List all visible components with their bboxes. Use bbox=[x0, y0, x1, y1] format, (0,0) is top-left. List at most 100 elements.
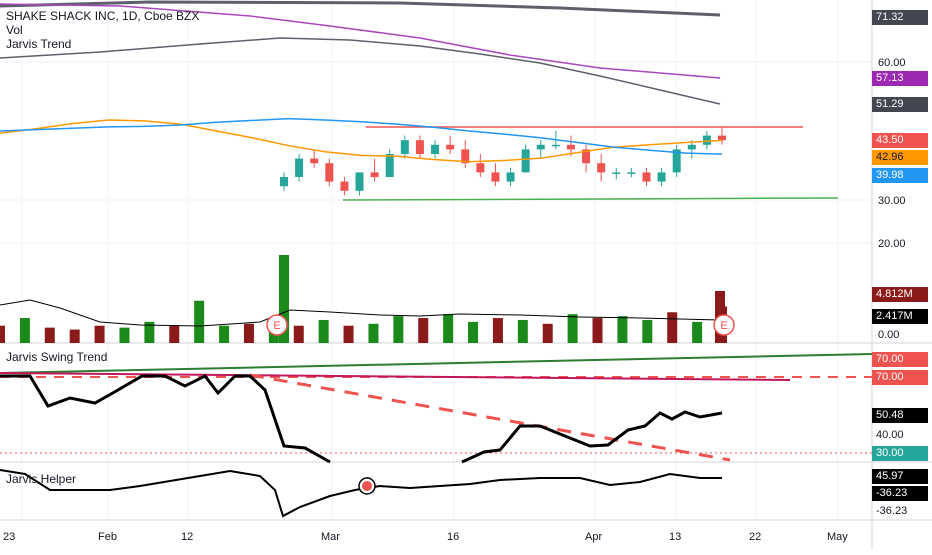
volume-bar[interactable] bbox=[393, 316, 404, 343]
volume-bar[interactable] bbox=[567, 314, 578, 343]
candle[interactable] bbox=[446, 135, 455, 154]
volume-bar[interactable] bbox=[468, 321, 479, 343]
volume-bar[interactable] bbox=[94, 325, 105, 343]
candle[interactable] bbox=[612, 167, 621, 180]
candle[interactable] bbox=[536, 140, 545, 159]
volume-bar[interactable] bbox=[119, 327, 130, 343]
candle[interactable] bbox=[370, 158, 379, 182]
candle[interactable] bbox=[431, 140, 440, 159]
volume-bar[interactable] bbox=[692, 321, 703, 343]
volume-bar[interactable] bbox=[592, 318, 603, 343]
helper-line bbox=[0, 469, 722, 518]
swing-label-70-b: 70.00 bbox=[872, 370, 928, 385]
volume-bar[interactable] bbox=[19, 318, 30, 343]
volume-label-last: 4.812M bbox=[872, 287, 928, 302]
candle[interactable] bbox=[461, 140, 470, 168]
jarvis-trend-label[interactable]: Jarvis Trend bbox=[6, 37, 72, 51]
candle[interactable] bbox=[400, 135, 409, 159]
time-label-apr: Apr bbox=[585, 531, 602, 543]
volume-bar[interactable] bbox=[194, 300, 205, 343]
volume-bar[interactable] bbox=[542, 323, 553, 343]
candle[interactable] bbox=[355, 172, 364, 196]
symbol-title[interactable]: SHAKE SHACK INC, 1D, Cboe BZX bbox=[6, 9, 200, 23]
volume-bar[interactable] bbox=[492, 318, 503, 343]
volume-bar[interactable] bbox=[642, 319, 653, 343]
volume-bar[interactable] bbox=[343, 325, 354, 343]
ema-layer bbox=[0, 117, 723, 163]
price-label-sma-dark: 71.32 bbox=[872, 10, 928, 25]
volume-bar[interactable] bbox=[617, 316, 628, 343]
price-label-ema-fast: 42.96 bbox=[872, 150, 928, 165]
helper-pane-title[interactable]: Jarvis Helper bbox=[6, 472, 77, 486]
svg-text:E: E bbox=[720, 320, 727, 332]
candle[interactable] bbox=[476, 154, 485, 177]
candle[interactable] bbox=[280, 172, 288, 191]
sma-purple-line bbox=[0, 3, 721, 79]
candle[interactable] bbox=[672, 144, 681, 177]
volume-bar[interactable] bbox=[144, 321, 155, 343]
volume-indicator-label[interactable]: Vol bbox=[6, 23, 23, 37]
support-line[interactable] bbox=[342, 197, 839, 201]
price-label-ema-slow: 39.98 bbox=[872, 168, 928, 183]
price-label-sma-gray: 51.29 bbox=[872, 97, 928, 112]
volume-bar[interactable] bbox=[169, 325, 180, 343]
time-label-13: 13 bbox=[669, 531, 681, 543]
candle[interactable] bbox=[506, 167, 515, 187]
chart-legend: SHAKE SHACK INC, 1D, Cboe BZX Vol Jarvis… bbox=[6, 9, 199, 51]
candle[interactable] bbox=[295, 154, 304, 182]
candle[interactable] bbox=[325, 158, 334, 187]
volume-bar[interactable] bbox=[667, 312, 678, 343]
volume-bar[interactable] bbox=[318, 319, 329, 343]
price-tick-60: 60.00 bbox=[878, 57, 906, 69]
candles-layer bbox=[280, 126, 726, 196]
swing-label-30: 30.00 bbox=[872, 446, 928, 461]
price-label-last: 43.50 bbox=[872, 133, 928, 148]
candle[interactable] bbox=[642, 167, 651, 187]
swing-label-40: 40.00 bbox=[876, 429, 904, 441]
candle[interactable] bbox=[718, 126, 726, 145]
helper-signal-marker[interactable] bbox=[358, 477, 376, 495]
earnings-marker-apr[interactable]: E bbox=[713, 314, 735, 336]
time-label-12: 12 bbox=[181, 531, 193, 543]
swing-pane-title[interactable]: Jarvis Swing Trend bbox=[6, 350, 108, 364]
candle[interactable] bbox=[657, 167, 666, 187]
volume-bar[interactable] bbox=[0, 325, 5, 343]
time-label-feb: Feb bbox=[98, 531, 117, 543]
volume-zero-tick: 0.00 bbox=[878, 329, 899, 341]
sma-dark-line bbox=[0, 0, 721, 17]
helper-label-neg-axis: -36.23 bbox=[876, 505, 908, 517]
volume-bar[interactable] bbox=[69, 329, 80, 343]
candle[interactable] bbox=[702, 131, 711, 150]
candle[interactable] bbox=[627, 167, 636, 177]
volume-bar[interactable] bbox=[219, 325, 230, 343]
candle[interactable] bbox=[687, 140, 696, 159]
earnings-marker-feb[interactable]: E bbox=[266, 314, 288, 336]
volume-bar[interactable] bbox=[268, 327, 279, 343]
volume-bar[interactable] bbox=[517, 319, 528, 343]
candle[interactable] bbox=[310, 149, 319, 168]
candle[interactable] bbox=[597, 154, 606, 182]
volume-bar[interactable] bbox=[418, 318, 429, 343]
volume-bar[interactable] bbox=[243, 323, 254, 343]
candle[interactable] bbox=[340, 177, 349, 196]
time-label-23: 23 bbox=[3, 531, 15, 543]
price-label-sma-purple: 57.13 bbox=[872, 71, 928, 86]
volume-bar[interactable] bbox=[368, 323, 379, 343]
swing-trend-line bbox=[0, 374, 723, 464]
candle[interactable] bbox=[566, 135, 575, 157]
volume-bar[interactable] bbox=[293, 325, 304, 343]
candle[interactable] bbox=[582, 144, 591, 173]
volume-ma-line bbox=[0, 299, 721, 327]
swing-green-trendline bbox=[0, 353, 873, 374]
volume-bar[interactable] bbox=[44, 327, 55, 343]
price-tick-30: 30.00 bbox=[878, 195, 906, 207]
candle[interactable] bbox=[385, 149, 394, 177]
volume-bar[interactable] bbox=[279, 255, 289, 343]
candle[interactable] bbox=[415, 135, 424, 159]
volume-bar[interactable] bbox=[443, 314, 454, 343]
svg-text:E: E bbox=[273, 320, 280, 332]
candle[interactable] bbox=[491, 163, 500, 187]
swing-dashed-downtrend bbox=[249, 373, 731, 462]
